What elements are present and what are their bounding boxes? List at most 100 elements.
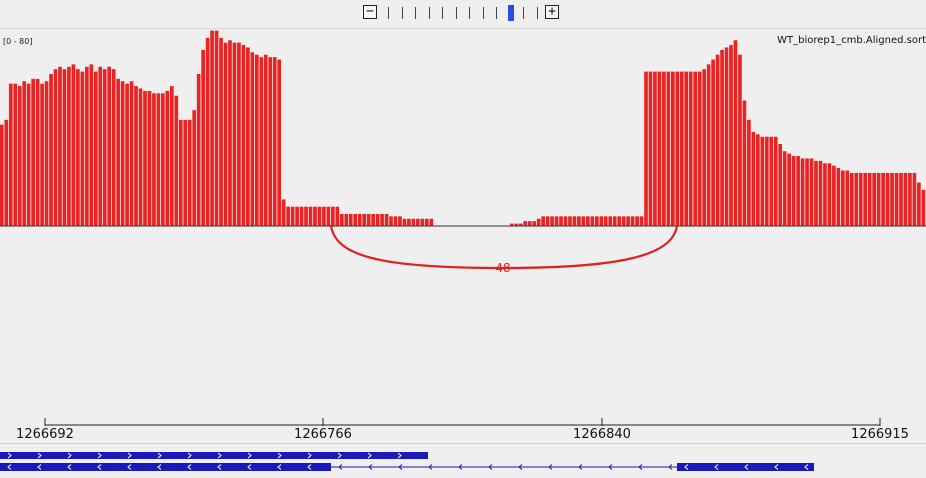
coverage-bar <box>31 78 35 226</box>
junction-count-label: 48 <box>495 261 510 275</box>
coverage-bar <box>286 206 290 226</box>
coverage-bar <box>129 81 134 226</box>
strand-chevron <box>428 464 433 470</box>
coverage-bar <box>666 71 671 226</box>
coverage-bar <box>773 136 778 226</box>
coverage-bar <box>662 71 666 226</box>
coverage-bar <box>125 83 129 226</box>
coverage-bar <box>4 119 9 226</box>
coverage-bar <box>331 206 335 226</box>
coverage-bar <box>711 59 715 226</box>
coverage-bar <box>308 206 313 226</box>
zoom-level-tick[interactable] <box>523 7 525 19</box>
strand-chevron <box>277 464 282 470</box>
coverage-bar <box>921 189 926 226</box>
strand-chevron <box>157 464 162 470</box>
coverage-bar <box>116 78 120 226</box>
coverage-bar <box>398 216 402 226</box>
strand-chevron <box>338 464 343 470</box>
zoom-level-tick[interactable] <box>537 7 538 19</box>
ruler-tick-label: 1266766 <box>294 427 352 442</box>
coverage-bar <box>295 206 299 226</box>
coverage-bar <box>675 71 680 226</box>
zoom-level-tick[interactable] <box>507 5 514 21</box>
coverage-bar <box>98 66 103 226</box>
coverage-bar <box>612 216 617 226</box>
coverage-bar <box>22 81 27 226</box>
strand-chevron <box>307 452 312 459</box>
zoom-level-tick[interactable] <box>455 7 457 19</box>
strand-chevron <box>7 464 12 470</box>
zoom-level-tick[interactable] <box>496 7 498 19</box>
coverage-bar <box>756 134 760 226</box>
coverage-bar <box>760 136 765 226</box>
coverage-bar <box>568 216 572 226</box>
coverage-bar <box>17 86 22 226</box>
coverage-bar <box>796 156 800 226</box>
coverage-bar <box>152 93 156 226</box>
strand-chevron <box>744 464 749 470</box>
coverage-bar <box>577 216 581 226</box>
coverage-bar <box>107 66 112 226</box>
coverage-bar <box>917 182 921 226</box>
coverage-bar <box>353 213 358 226</box>
zoom-level-tick[interactable] <box>415 7 417 19</box>
coverage-bar <box>214 30 219 227</box>
coverage-bar <box>80 71 85 226</box>
coverage-bar <box>836 168 841 226</box>
strand-chevron <box>397 452 402 459</box>
coverage-bar <box>228 40 232 226</box>
coverage-bar <box>371 213 375 226</box>
coverage-bar <box>205 37 210 226</box>
zoom-level-tick[interactable] <box>401 7 403 19</box>
coverage-bar <box>420 218 425 226</box>
strand-chevron <box>157 452 162 459</box>
coverage-bar <box>67 66 71 226</box>
coverage-bar <box>281 199 286 226</box>
coverage-bar <box>657 71 662 226</box>
coverage-bar <box>894 172 899 227</box>
zoom-level-tick[interactable] <box>469 7 471 19</box>
strand-chevron <box>804 464 809 470</box>
coverage-bar <box>429 218 434 226</box>
coverage-bar <box>693 71 698 226</box>
coverage-bar <box>729 45 733 227</box>
zoom-in-button[interactable]: + <box>545 5 559 19</box>
zoom-level-tick[interactable] <box>388 7 389 19</box>
strand-chevron <box>398 464 403 470</box>
coverage-bar <box>697 71 702 226</box>
strand-chevron <box>187 452 192 459</box>
coverage-bar <box>85 66 89 226</box>
zoom-level-tick[interactable] <box>442 7 444 19</box>
coverage-bar <box>509 223 514 226</box>
zoom-out-button[interactable]: − <box>363 5 377 19</box>
strand-chevron <box>217 452 222 459</box>
coverage-bar <box>814 160 818 226</box>
strand-chevron <box>67 452 72 459</box>
strand-chevron <box>668 464 673 470</box>
strand-chevron <box>217 464 222 470</box>
zoom-level-tick[interactable] <box>428 7 430 19</box>
coverage-bar <box>545 216 550 226</box>
coverage-bar <box>805 158 809 226</box>
strand-chevron <box>277 452 282 459</box>
coverage-bar <box>899 172 903 227</box>
track-name-label[interactable]: WT_biorep1_cmb.Aligned.sort <box>777 35 926 46</box>
coverage-bar <box>671 71 675 226</box>
coverage-bar <box>411 218 416 226</box>
ruler-tick-label: 1266915 <box>851 427 909 442</box>
coverage-bar <box>366 213 371 226</box>
coverage-bar <box>867 172 872 227</box>
coverage-bar <box>563 216 568 226</box>
strand-chevron <box>368 464 373 470</box>
coverage-bar <box>791 156 796 226</box>
strand-chevron <box>247 452 252 459</box>
coverage-bar <box>147 90 152 227</box>
coverage-bar <box>344 213 349 226</box>
coverage-bar <box>527 221 532 227</box>
strand-chevron <box>774 464 779 470</box>
zoom-level-tick[interactable] <box>482 7 484 19</box>
strand-chevron <box>337 452 342 459</box>
coverage-bar <box>165 90 170 227</box>
